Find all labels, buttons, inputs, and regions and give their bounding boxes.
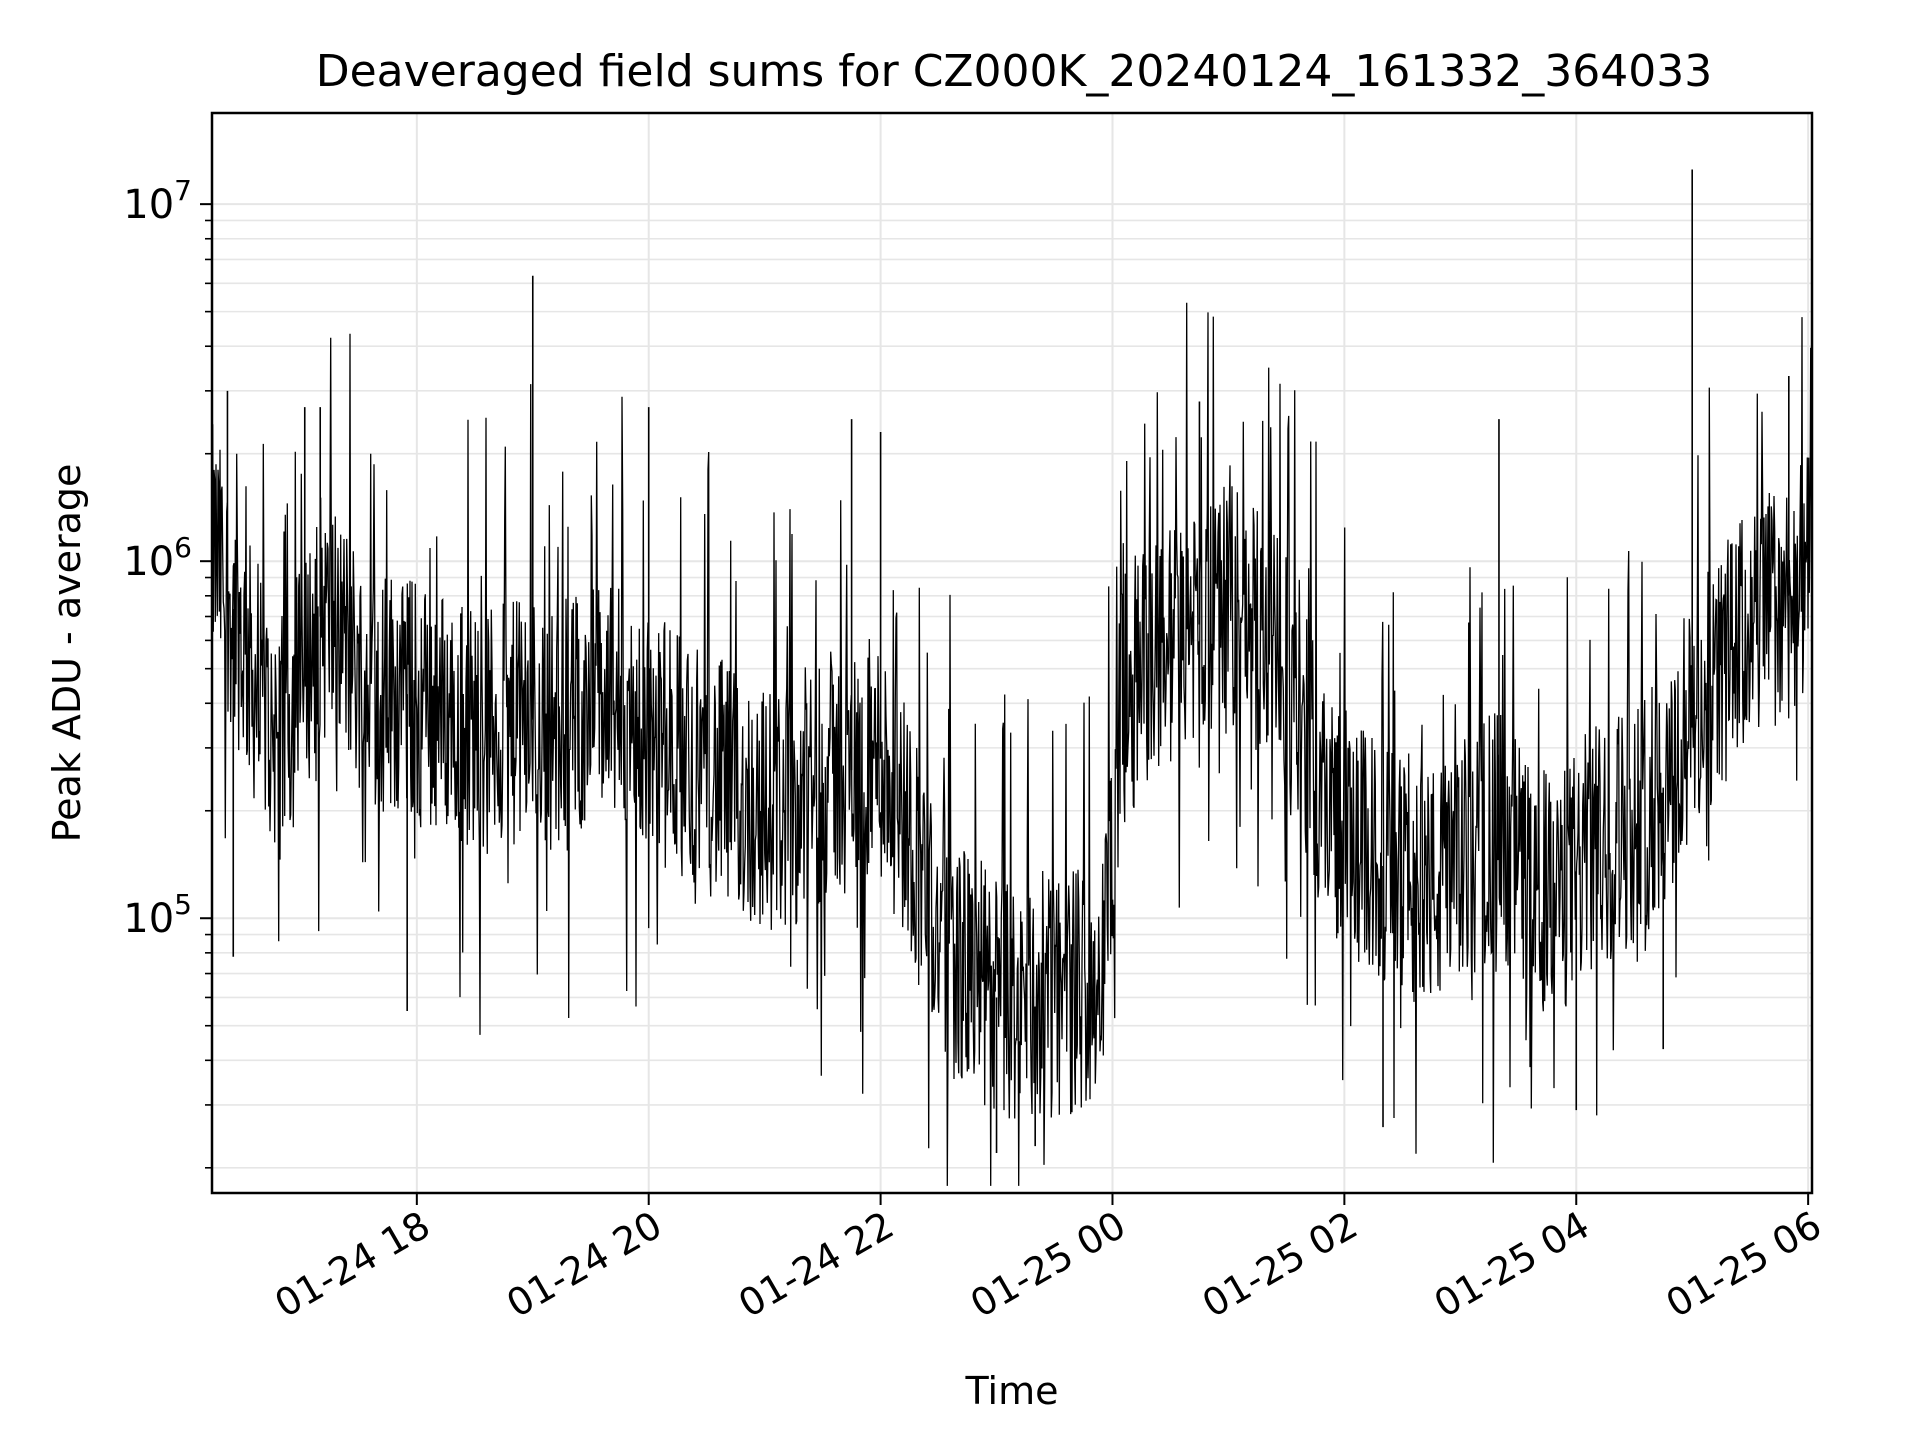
series-line [211,302,1813,1186]
y-tick-label: 105 [123,888,192,942]
y-tick-label: 107 [123,174,192,228]
y-tick-exponent: 7 [174,174,192,207]
chart-title: Deaveraged field sums for CZ000K_2024012… [316,46,1713,97]
y-tick-base: 10 [123,539,174,585]
data-series [211,169,1813,1186]
y-tick-exponent: 5 [174,888,192,921]
y-tick-exponent: 6 [174,531,192,564]
y-axis-label: Peak ADU - average [45,464,89,843]
grid-lines [212,113,1812,1193]
x-axis-label: Time [965,1369,1059,1413]
y-tick-label: 106 [123,531,192,585]
y-tick-base: 10 [123,896,174,942]
y-tick-base: 10 [123,182,174,228]
plot-frame [210,111,1814,1195]
